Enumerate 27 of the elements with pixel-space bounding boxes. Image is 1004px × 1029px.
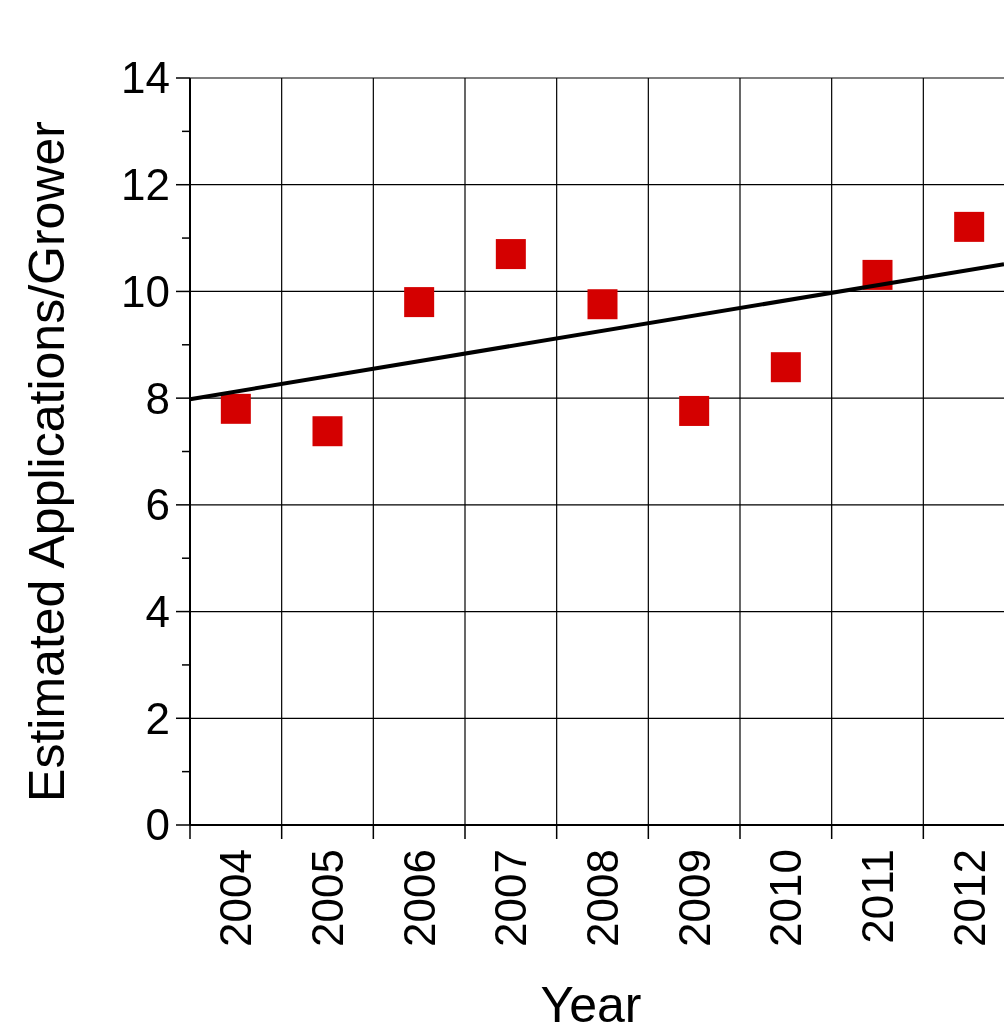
point: [679, 395, 710, 426]
x-tick-label: 2005: [302, 849, 352, 947]
y-tick-label: 6: [145, 480, 170, 530]
x-tick-label: 2010: [761, 849, 811, 947]
x-tick-label: 2011: [852, 849, 902, 944]
y-tick-label: 12: [121, 160, 170, 210]
point: [404, 287, 435, 318]
y-tick-label: 2: [145, 693, 170, 743]
x-tick-label: 2006: [394, 849, 444, 947]
x-tick-label: 2007: [486, 849, 536, 947]
point: [770, 352, 801, 383]
x-tick-label: 2009: [669, 849, 719, 947]
y-tick-label: 4: [145, 586, 170, 636]
x-tick-label: 2004: [211, 849, 261, 947]
y-tick-label: 0: [145, 800, 170, 850]
point: [220, 393, 251, 424]
y-tick-label: 14: [121, 53, 170, 103]
point: [312, 416, 343, 447]
y-axis-title: Estimated Applications/Grower: [19, 121, 75, 802]
point: [954, 211, 985, 242]
x-tick-label: 2008: [577, 849, 627, 947]
y-tick-label: 8: [145, 373, 170, 423]
point: [495, 239, 526, 270]
x-tick-label: 2012: [944, 849, 994, 947]
y-tick-label: 10: [121, 266, 170, 316]
x-axis-title: Year: [540, 977, 642, 1029]
point: [587, 289, 618, 320]
